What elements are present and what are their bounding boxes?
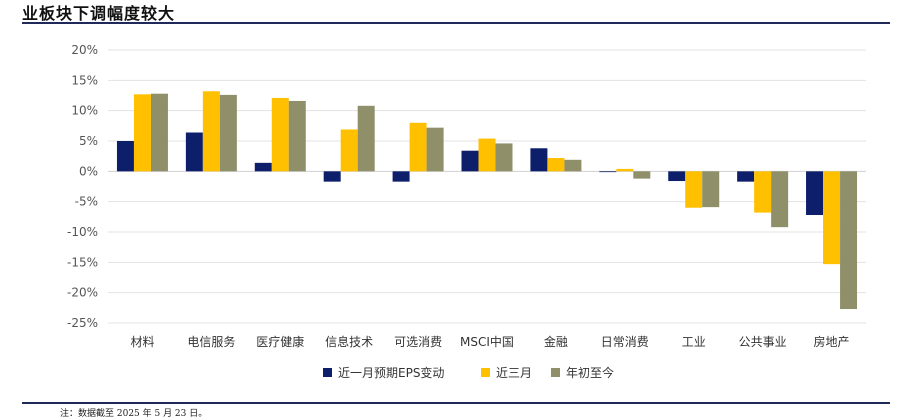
bar-1	[254, 162, 272, 172]
y-tick-label: -20%	[67, 286, 98, 300]
chart-title: 业板块下调幅度较大	[22, 4, 176, 23]
bar-chart: 20% 15% 10% 5% 0% -5% -10% -15% -20% -25% 材料 电信服务 医…	[67, 43, 866, 380]
y-tick-label: -5%	[75, 195, 98, 209]
bar-1	[668, 171, 686, 182]
bar-3	[771, 171, 789, 228]
y-tick-label: 0%	[79, 164, 98, 178]
bar-3	[288, 100, 306, 172]
y-tick-label: 10%	[71, 104, 98, 118]
bar-1	[737, 171, 755, 182]
legend-swatch	[323, 368, 332, 377]
bar-3	[150, 93, 168, 172]
x-category-label: 电信服务	[187, 334, 235, 349]
x-category-label: 日常消费	[601, 335, 649, 349]
y-tick-label: -10%	[67, 225, 98, 239]
bar-3	[357, 105, 375, 172]
x-category-label: 医疗健康	[256, 334, 304, 349]
y-tick-label: 20%	[71, 43, 98, 57]
gridlines	[108, 49, 866, 324]
bar-1	[806, 171, 824, 216]
x-category-label: 可选消费	[394, 335, 442, 349]
bar-2	[616, 168, 634, 172]
bar-1	[599, 171, 617, 173]
legend-label: 近三月	[496, 366, 532, 380]
bars	[116, 91, 858, 310]
bar-2	[133, 94, 151, 172]
x-category-label: 材料	[130, 335, 154, 349]
bar-2	[478, 138, 496, 172]
bar-1	[530, 148, 548, 172]
y-axis-labels: 20% 15% 10% 5% 0% -5% -10% -15% -20% -25%	[67, 43, 98, 330]
bar-2	[202, 91, 220, 172]
y-tick-label: 15%	[71, 73, 98, 87]
x-category-label: 公共事业	[739, 335, 787, 349]
x-category-label: 信息技术	[325, 334, 373, 349]
bar-2	[685, 171, 703, 208]
bar-1	[185, 132, 203, 172]
legend-swatch	[551, 368, 560, 377]
bar-1	[116, 141, 134, 172]
footnote: 注：数据截至 2025 年 5 月 23 日。	[60, 409, 208, 419]
y-tick-label: -25%	[67, 316, 98, 330]
legend-label: 年初至今	[566, 365, 614, 380]
bar-1	[323, 171, 341, 182]
bar-3	[426, 127, 444, 172]
bar-1	[392, 171, 410, 182]
x-category-label: 房地产	[814, 334, 850, 349]
bar-3	[840, 171, 858, 310]
legend-swatch	[481, 368, 490, 377]
bar-2	[409, 122, 427, 172]
bar-3	[219, 94, 237, 172]
bar-3	[702, 171, 720, 208]
bar-3	[564, 159, 582, 172]
legend: 近一月预期EPS变动 近三月 年初至今	[323, 365, 614, 380]
bar-3	[633, 171, 651, 179]
x-axis-labels: 材料 电信服务 医疗健康 信息技术 可选消费 MSCI中国 金融 日常消费 工业 公共事业 房地产	[130, 334, 849, 349]
title-divider	[22, 22, 890, 24]
x-category-label: 金融	[544, 334, 568, 349]
bar-3	[495, 143, 513, 172]
x-category-label: MSCI中国	[460, 334, 514, 349]
bar-2	[340, 129, 358, 172]
y-tick-label: -15%	[67, 255, 98, 269]
bar-2	[754, 171, 772, 213]
bottom-divider	[22, 402, 890, 404]
legend-label: 近一月预期EPS变动	[338, 365, 444, 380]
x-category-label: 工业	[682, 335, 706, 349]
bar-2	[547, 157, 565, 172]
bar-2	[823, 171, 841, 265]
y-tick-label: 5%	[79, 134, 98, 148]
bar-1	[461, 150, 479, 172]
bar-2	[271, 97, 289, 172]
